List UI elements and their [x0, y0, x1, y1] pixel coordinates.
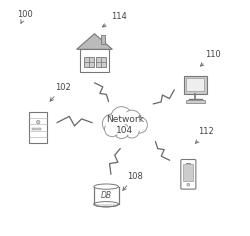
Text: 112: 112	[196, 127, 214, 143]
FancyBboxPatch shape	[186, 78, 204, 91]
FancyBboxPatch shape	[181, 160, 196, 189]
FancyBboxPatch shape	[80, 49, 109, 72]
Text: 102: 102	[50, 83, 70, 101]
FancyBboxPatch shape	[101, 35, 105, 44]
FancyBboxPatch shape	[96, 57, 106, 67]
Circle shape	[36, 120, 40, 124]
Polygon shape	[77, 34, 112, 49]
Text: DB: DB	[101, 191, 112, 200]
Circle shape	[187, 183, 190, 186]
FancyBboxPatch shape	[186, 100, 205, 103]
Circle shape	[134, 119, 145, 131]
Circle shape	[105, 117, 119, 131]
FancyBboxPatch shape	[94, 187, 118, 204]
FancyBboxPatch shape	[184, 76, 207, 94]
Circle shape	[131, 117, 148, 133]
Circle shape	[124, 123, 139, 138]
Circle shape	[114, 110, 129, 125]
FancyBboxPatch shape	[84, 57, 94, 67]
Circle shape	[111, 107, 132, 128]
Circle shape	[102, 114, 122, 133]
Text: 100: 100	[17, 10, 33, 23]
Text: Network
104: Network 104	[106, 115, 144, 135]
Circle shape	[125, 113, 138, 126]
Ellipse shape	[94, 184, 118, 189]
Circle shape	[107, 124, 118, 135]
Circle shape	[114, 123, 129, 139]
Ellipse shape	[94, 202, 118, 207]
Circle shape	[116, 126, 127, 136]
FancyBboxPatch shape	[32, 128, 41, 130]
Text: 108: 108	[123, 172, 143, 190]
Circle shape	[126, 125, 137, 136]
Circle shape	[122, 110, 141, 129]
Text: 114: 114	[102, 13, 127, 27]
Circle shape	[104, 122, 120, 137]
FancyBboxPatch shape	[184, 164, 193, 181]
Text: 110: 110	[200, 50, 220, 66]
FancyBboxPatch shape	[29, 112, 47, 143]
